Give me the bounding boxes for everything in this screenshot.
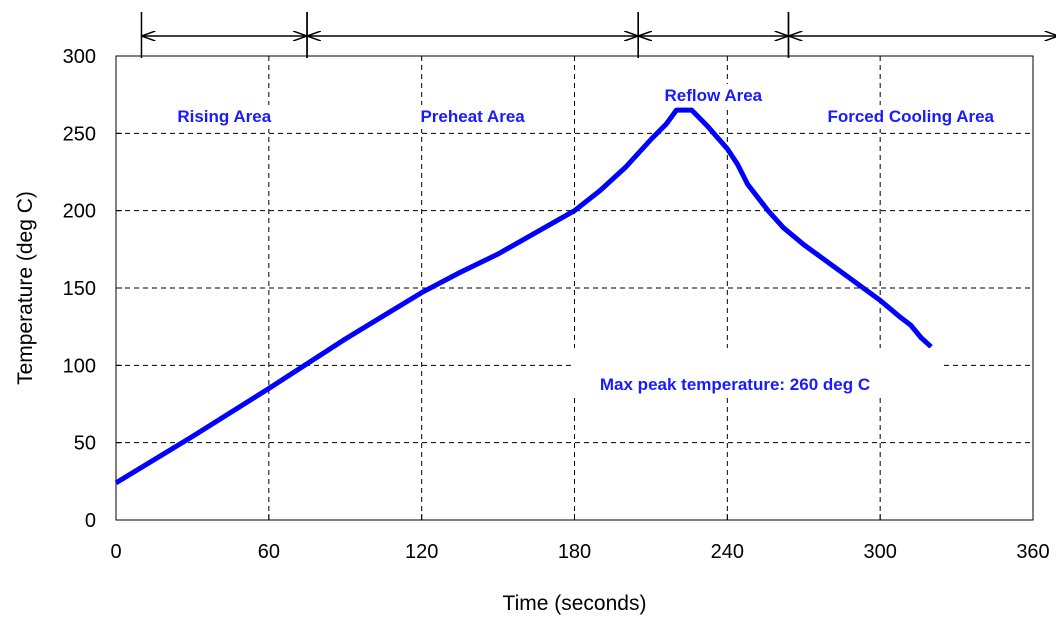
peak-temperature-annotation: Max peak temperature: 260 deg C	[600, 375, 870, 394]
y-tick-label: 0	[85, 510, 96, 532]
x-tick-label: 360	[1016, 541, 1049, 563]
y-tick-label: 200	[63, 201, 96, 223]
zone-label: Rising Area	[177, 107, 271, 126]
zone-label-background	[405, 105, 540, 129]
zone-label: Reflow Area	[665, 86, 763, 105]
y-tick-label: 150	[63, 278, 96, 300]
y-tick-label: 300	[63, 46, 96, 68]
x-axis-title: Time (seconds)	[503, 592, 647, 615]
x-tick-label: 180	[558, 541, 591, 563]
y-tick-label: 250	[63, 123, 96, 145]
series-layer	[114, 107, 933, 486]
x-tick-label: 120	[405, 541, 438, 563]
x-tick-label: 0	[110, 541, 121, 563]
ticks-layer: 0 60 120 180 240 300 360 0 50 100 150 200 250 300	[63, 46, 1050, 563]
x-tick-label: 240	[711, 541, 744, 563]
annotation-background	[572, 348, 942, 397]
zones-layer: Rising Area Preheat Area Reflow Area Forced…	[140, 12, 1056, 129]
x-tick-label: 300	[863, 541, 896, 563]
zone-label-background	[651, 84, 776, 108]
x-tick-label: 60	[258, 541, 280, 563]
zone-label: Forced Cooling Area	[827, 107, 994, 126]
temperature-profile-line	[114, 107, 933, 486]
zone-label: Preheat Area	[420, 107, 525, 126]
y-tick-label: 50	[74, 433, 96, 455]
y-tick-label: 100	[63, 355, 96, 377]
zone-label-background	[808, 105, 1013, 129]
y-axis-title: Temperature (deg C)	[14, 191, 37, 385]
zone-label-background	[162, 105, 287, 129]
